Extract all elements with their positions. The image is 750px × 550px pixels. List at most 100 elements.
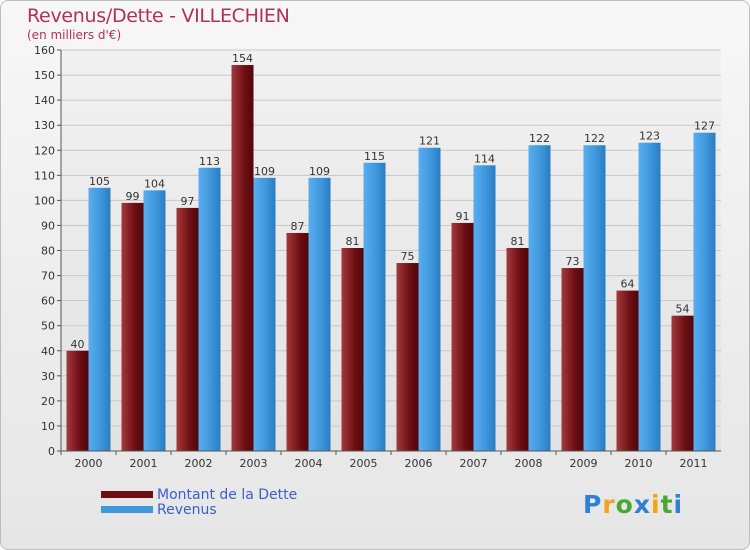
x-tick-label: 2009 [570, 457, 598, 470]
y-tick-label: 90 [41, 219, 55, 232]
x-tick-label: 2007 [460, 457, 488, 470]
bar-revenue [418, 147, 441, 451]
x-tick-label: 2003 [240, 457, 268, 470]
x-tick-label: 2000 [75, 457, 103, 470]
bar-debt [66, 350, 89, 451]
logo-letter: i [673, 490, 684, 519]
data-label-debt: 75 [401, 250, 415, 263]
bar-revenue [473, 165, 496, 451]
y-tick-label: 30 [41, 370, 55, 383]
x-tick-label: 2006 [405, 457, 433, 470]
y-tick-label: 100 [34, 194, 55, 207]
bar-revenue [198, 167, 221, 451]
y-tick-label: 130 [34, 119, 55, 132]
bar-debt [396, 263, 419, 451]
y-axis-ticks: 0 10 20 30 40 50 60 70 80 90 100 110 120 130 140 150 160 [34, 44, 61, 458]
data-label-debt: 91 [456, 210, 470, 223]
bar-debt [341, 247, 364, 451]
bar-revenue [583, 145, 606, 452]
data-label-revenue: 113 [199, 155, 220, 168]
data-label-revenue: 104 [144, 177, 165, 190]
y-tick-label: 50 [41, 320, 55, 333]
y-tick-label: 40 [41, 345, 55, 358]
x-tick-label: 2002 [185, 457, 213, 470]
logo-letter: P [583, 490, 603, 519]
data-label-debt: 73 [566, 255, 580, 268]
data-label-debt: 40 [71, 338, 85, 351]
bar-revenue [363, 162, 386, 451]
legend-label-debt: Montant de la Dette [157, 486, 298, 503]
y-tick-label: 60 [41, 295, 55, 308]
y-tick-label: 160 [34, 44, 55, 57]
x-tick-label: 2001 [130, 457, 158, 470]
bar-revenue [88, 187, 111, 451]
data-label-revenue: 121 [419, 135, 440, 148]
chart-title: Revenus/Dette - VILLECHIEN [27, 5, 290, 27]
logo-letter: t [660, 490, 674, 519]
logo-letter: r [602, 490, 616, 519]
x-tick-label: 2010 [625, 457, 653, 470]
data-labels: 40 105 99 104 97 113 154 109 87 109 81 115 75 121 91 11… [71, 52, 716, 351]
legend: Montant de la Dette Revenus [101, 486, 298, 518]
data-label-revenue: 114 [474, 152, 495, 165]
data-label-revenue: 109 [309, 165, 330, 178]
data-label-debt: 81 [511, 235, 525, 248]
data-label-revenue: 127 [694, 120, 715, 133]
bar-debt [451, 222, 474, 451]
bar-debt [616, 290, 639, 451]
logo-letter: x [633, 490, 651, 519]
data-label-revenue: 115 [364, 150, 385, 163]
bar-debt [671, 315, 694, 451]
legend-item-debt: Montant de la Dette [101, 486, 298, 503]
data-label-debt: 154 [232, 52, 253, 65]
bar-revenue [638, 142, 661, 451]
grid-lines [61, 49, 721, 452]
data-label-revenue: 105 [89, 175, 110, 188]
bar-revenue [693, 132, 716, 452]
bar-debt [506, 247, 529, 451]
y-tick-label: 110 [34, 169, 55, 182]
y-tick-label: 120 [34, 144, 55, 157]
x-tick-label: 2004 [295, 457, 323, 470]
legend-label-revenue: Revenus [157, 501, 217, 518]
proxiti-logo: Proxiti [583, 490, 683, 519]
bar-debt [231, 65, 254, 451]
bar-debt [176, 207, 199, 451]
data-label-debt: 81 [346, 235, 360, 248]
bars [66, 65, 716, 452]
x-tick-label: 2011 [680, 457, 708, 470]
data-label-debt: 54 [676, 303, 690, 316]
logo-letter: i [651, 490, 661, 519]
y-tick-label: 150 [34, 69, 55, 82]
y-tick-label: 20 [41, 395, 55, 408]
x-tick-label: 2005 [350, 457, 378, 470]
data-label-revenue: 122 [584, 132, 605, 145]
bar-debt [561, 268, 584, 451]
x-axis-ticks: 2000 2001 2002 2003 2004 2005 2006 2007 2008 2009… [60, 451, 708, 470]
data-label-debt: 64 [621, 278, 635, 291]
data-label-revenue: 122 [529, 132, 550, 145]
y-tick-label: 80 [41, 245, 55, 258]
chart-subtitle: (en milliers d'€) [27, 28, 122, 42]
bar-revenue [308, 177, 331, 451]
y-tick-label: 140 [34, 94, 55, 107]
legend-item-revenue: Revenus [101, 501, 297, 518]
legend-swatch-debt [101, 491, 153, 498]
data-label-debt: 97 [181, 195, 195, 208]
data-label-debt: 87 [291, 220, 305, 233]
y-tick-label: 10 [41, 420, 55, 433]
y-tick-label: 70 [41, 270, 55, 283]
bar-revenue [528, 145, 551, 452]
bar-revenue [143, 190, 166, 451]
logo-letter: o [615, 490, 634, 519]
bar-debt [286, 232, 309, 451]
bar-debt [121, 202, 144, 451]
bar-revenue [253, 177, 276, 451]
x-tick-label: 2008 [515, 457, 543, 470]
data-label-revenue: 109 [254, 165, 275, 178]
data-label-debt: 99 [126, 190, 140, 203]
legend-swatch-revenue [101, 506, 153, 513]
data-label-revenue: 123 [639, 130, 660, 143]
